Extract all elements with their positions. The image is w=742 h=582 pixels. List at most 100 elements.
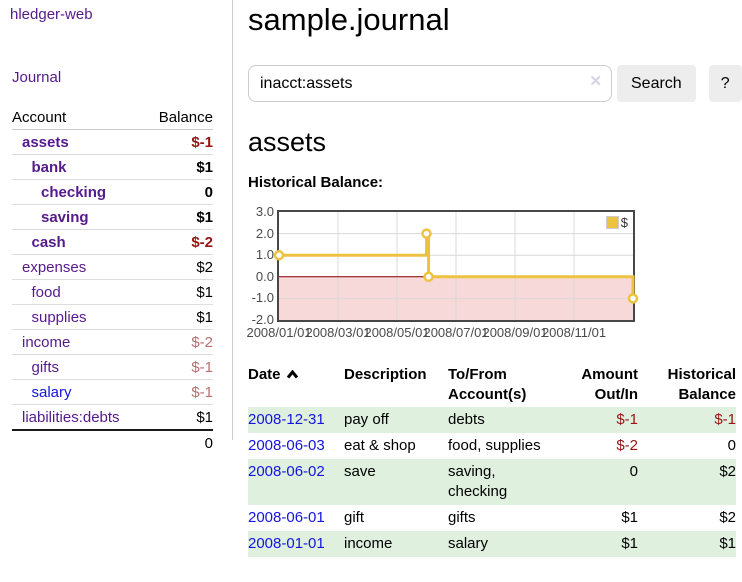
transaction-date-link[interactable]: 2008-12-31 xyxy=(248,411,325,428)
legend-label: $ xyxy=(620,215,628,230)
transaction-date-link[interactable]: 2008-06-01 xyxy=(248,509,325,526)
account-link[interactable]: bank xyxy=(31,159,67,176)
account-row: supplies $1 xyxy=(12,304,213,330)
register-header-description: Description xyxy=(344,366,427,383)
account-balance: $-2 xyxy=(145,329,213,355)
account-row: food $1 xyxy=(12,279,213,305)
account-row: assets $-1 xyxy=(12,129,213,155)
transaction-amount: $1 xyxy=(621,509,638,526)
x-axis-tick-label: 2008/11/01 xyxy=(541,325,607,340)
account-balance: $1 xyxy=(145,204,213,230)
transaction-row[interactable]: 2008-06-01 gift gifts $1 $2 xyxy=(248,505,736,531)
account-balance: 0 xyxy=(145,179,213,205)
register-table: Date Description To/From Account(s) Amou… xyxy=(248,363,736,557)
accounts-header-row: Account Balance xyxy=(12,105,213,130)
account-row: bank $1 xyxy=(12,154,213,180)
transaction-accounts: saving, checking xyxy=(448,463,508,500)
transaction-balance: 0 xyxy=(727,437,736,454)
x-axis-tick-label: 2008/03/01 xyxy=(305,325,371,340)
account-link[interactable]: salary xyxy=(31,384,72,401)
transaction-balance: $2 xyxy=(719,509,736,526)
account-balance: $-2 xyxy=(145,229,213,255)
account-link[interactable]: gifts xyxy=(31,359,60,376)
accounts-header-account: Account xyxy=(12,105,146,130)
register-header-date-label: Date xyxy=(248,366,281,383)
account-row: expenses $2 xyxy=(12,254,213,280)
transaction-amount: $1 xyxy=(621,535,638,552)
transaction-description: save xyxy=(344,463,376,480)
y-axis-tick-label: -1.0 xyxy=(251,290,274,306)
transaction-balance: $1 xyxy=(719,535,736,552)
x-axis-tick-label: 2008/07/01 xyxy=(423,325,489,340)
account-link[interactable]: checking xyxy=(41,184,107,201)
search-input[interactable] xyxy=(248,65,612,102)
y-axis-tick-label: -2.0 xyxy=(251,312,274,327)
register-header-accounts: To/From Account(s) xyxy=(448,366,527,403)
main-content: sample.journal ✕ Search ? assets Histori… xyxy=(246,0,742,557)
account-row: checking 0 xyxy=(12,179,213,205)
transaction-balance: $-1 xyxy=(714,411,736,428)
search-help-button[interactable]: ? xyxy=(708,65,742,102)
transaction-row[interactable]: 2008-01-01 income salary $1 $1 xyxy=(248,531,736,557)
account-link[interactable]: supplies xyxy=(31,309,87,326)
x-axis-tick-label: 2008/05/01 xyxy=(364,325,430,340)
account-link[interactable]: income xyxy=(22,334,71,351)
legend-swatch xyxy=(605,216,619,229)
transaction-balance: $2 xyxy=(719,463,736,480)
sidebar: hledger-web Journal Account Balance asse… xyxy=(0,0,233,456)
transaction-row[interactable]: 2008-12-31 pay off debts $-1 $-1 xyxy=(248,407,736,433)
app-title-link[interactable]: hledger-web xyxy=(10,6,93,23)
account-link[interactable]: expenses xyxy=(22,259,87,276)
x-axis-tick-label: 2008/09/01 xyxy=(482,325,548,340)
accounts-header-balance: Balance xyxy=(145,105,213,130)
historical-balance-chart: 3.0 2.0 1.0 0.0 -1.0 -2.0 2008/01/01 2008/03/01… xyxy=(246,205,736,343)
register-header-row: Date Description To/From Account(s) Amou… xyxy=(248,363,736,407)
register-header-amount: Amount Out/In xyxy=(581,366,638,403)
sort-ascending-icon[interactable] xyxy=(286,369,299,379)
account-row: gifts $-1 xyxy=(12,354,213,380)
account-row: cash $-2 xyxy=(12,229,213,255)
search-button[interactable]: Search xyxy=(617,65,696,102)
account-balance: $1 xyxy=(145,154,213,180)
chart-title: Historical Balance: xyxy=(248,174,384,191)
clear-search-icon[interactable]: ✕ xyxy=(589,73,602,90)
account-balance: $1 xyxy=(145,304,213,330)
transaction-amount: $-2 xyxy=(616,437,638,454)
account-link[interactable]: assets xyxy=(22,134,69,151)
account-link[interactable]: food xyxy=(31,284,61,301)
account-balance: $2 xyxy=(145,254,213,280)
transaction-accounts: gifts xyxy=(448,509,476,526)
account-balance: $-1 xyxy=(145,379,213,405)
transaction-description: pay off xyxy=(344,411,389,428)
page-title: sample.journal xyxy=(248,2,450,37)
account-balance: $-1 xyxy=(145,129,213,155)
register-header-date[interactable]: Date xyxy=(248,363,344,407)
search-form: ✕ Search ? xyxy=(248,65,742,102)
accounts-balance-table: Account Balance assets $-1 bank $1 check… xyxy=(12,105,213,456)
transaction-row[interactable]: 2008-06-03 eat & shop food, supplies $-2… xyxy=(248,433,736,459)
transaction-date-link[interactable]: 2008-06-02 xyxy=(248,463,325,480)
account-row: liabilities:debts $1 xyxy=(12,404,213,431)
y-axis-tick-label: 2.0 xyxy=(255,225,274,241)
transaction-accounts: debts xyxy=(448,411,485,428)
transaction-description: eat & shop xyxy=(344,437,416,454)
transaction-row[interactable]: 2008-06-02 save saving, checking 0 $2 xyxy=(248,459,736,505)
transaction-amount: $-1 xyxy=(616,411,638,428)
chart-legend: $ xyxy=(603,214,630,231)
transaction-date-link[interactable]: 2008-01-01 xyxy=(248,535,325,552)
account-heading: assets xyxy=(248,127,327,157)
account-link[interactable]: cash xyxy=(31,234,66,251)
transaction-description: gift xyxy=(344,509,365,526)
plot-area: $ xyxy=(273,210,639,322)
x-axis-tick-label: 2008/01/01 xyxy=(246,325,312,340)
search-box: ✕ xyxy=(248,65,612,102)
account-link[interactable]: saving xyxy=(41,209,89,226)
account-row: income $-2 xyxy=(12,329,213,355)
account-balance: $-1 xyxy=(145,354,213,380)
transaction-date-link[interactable]: 2008-06-03 xyxy=(248,437,325,454)
account-row: saving $1 xyxy=(12,204,213,230)
sidebar-item-journal[interactable]: Journal xyxy=(12,69,62,86)
accounts-total-row: 0 xyxy=(12,429,213,456)
account-link[interactable]: liabilities:debts xyxy=(22,409,120,426)
account-balance: $1 xyxy=(145,404,213,431)
